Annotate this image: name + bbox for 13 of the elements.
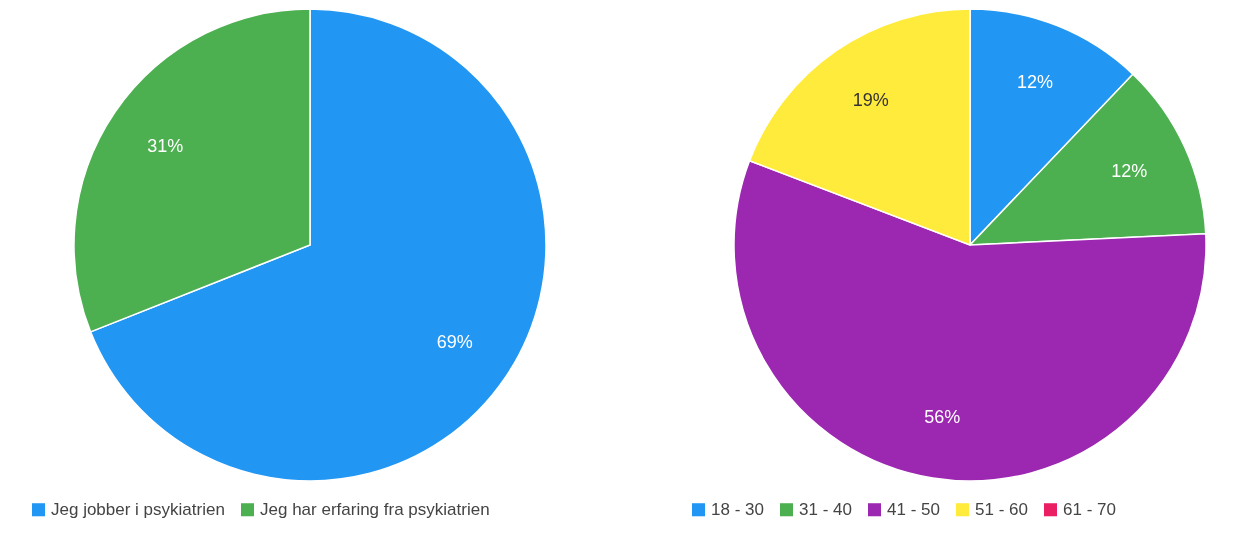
legend-label: 61 - 70 [1063, 499, 1116, 519]
legend-label: Jeg har erfaring fra psykiatrien [260, 499, 490, 519]
data-label: 12% [1111, 161, 1148, 182]
legend-label: 18 - 30 [711, 499, 764, 519]
data-label: 69% [436, 332, 473, 353]
data-label: 19% [852, 89, 889, 110]
legend-label: 41 - 50 [887, 499, 940, 519]
legend-label: 51 - 60 [975, 499, 1028, 519]
legend-label: Jeg jobber i psykiatrien [51, 499, 225, 519]
data-label: 12% [1017, 71, 1054, 92]
data-label: 31% [147, 135, 184, 156]
legend-label: 31 - 40 [799, 499, 852, 519]
data-label: 56% [924, 406, 961, 427]
